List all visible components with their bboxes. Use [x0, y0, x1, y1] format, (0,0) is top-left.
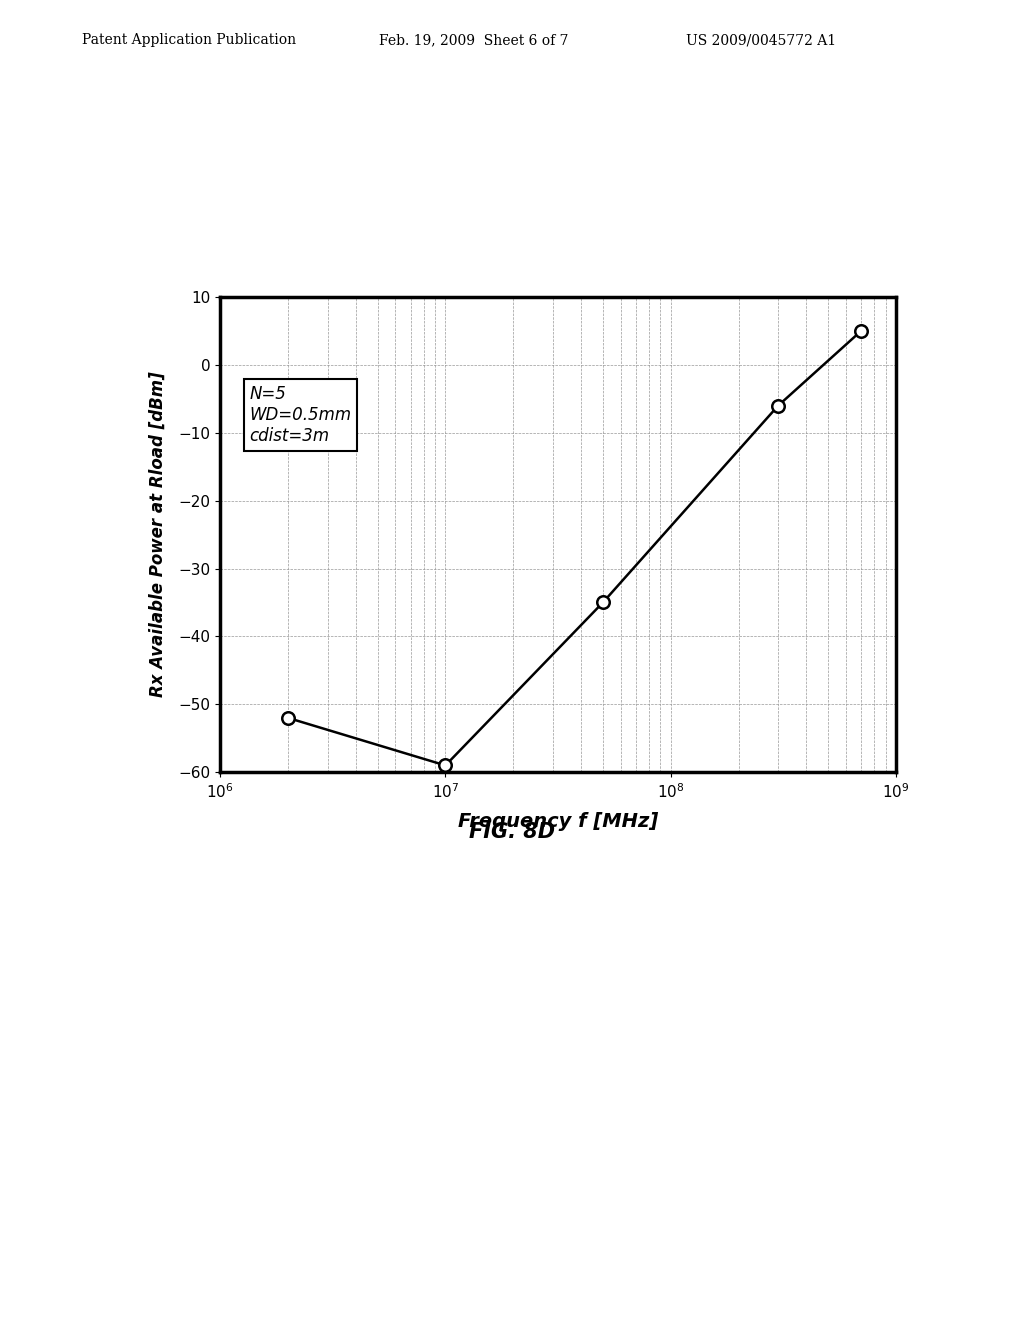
Text: Patent Application Publication: Patent Application Publication	[82, 33, 296, 48]
Text: N=5
WD=0.5mm
cdist=3m: N=5 WD=0.5mm cdist=3m	[250, 385, 351, 445]
Y-axis label: Rx Available Power at Rload [dBm]: Rx Available Power at Rload [dBm]	[150, 372, 167, 697]
X-axis label: Frequency f [MHz]: Frequency f [MHz]	[458, 812, 658, 830]
Text: Feb. 19, 2009  Sheet 6 of 7: Feb. 19, 2009 Sheet 6 of 7	[379, 33, 568, 48]
Text: FIG. 8D: FIG. 8D	[469, 822, 555, 842]
Text: US 2009/0045772 A1: US 2009/0045772 A1	[686, 33, 837, 48]
